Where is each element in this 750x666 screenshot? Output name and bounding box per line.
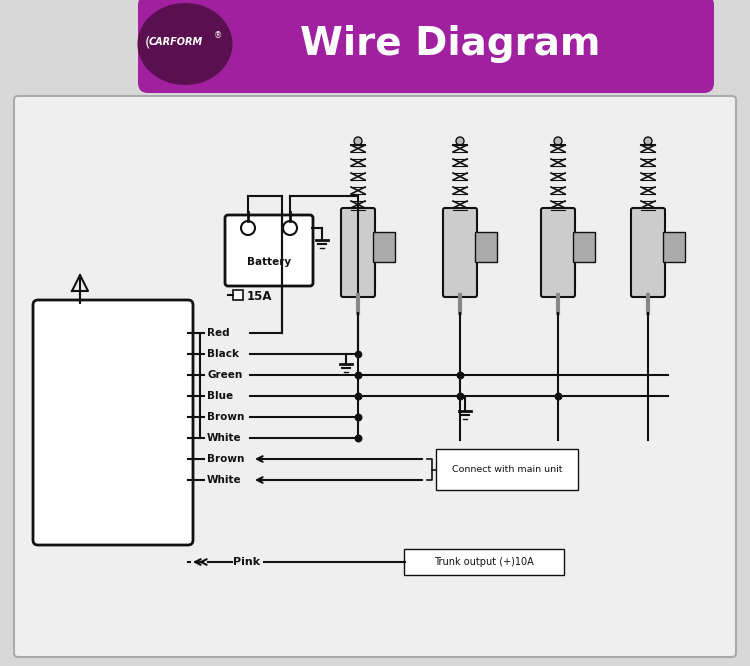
- Bar: [475, 232, 497, 262]
- FancyBboxPatch shape: [33, 300, 193, 545]
- Text: Wire Diagram: Wire Diagram: [300, 25, 600, 63]
- Circle shape: [644, 137, 652, 145]
- Text: (: (: [146, 35, 151, 49]
- Text: ®: ®: [214, 31, 222, 41]
- FancyBboxPatch shape: [14, 96, 736, 657]
- Ellipse shape: [137, 3, 232, 85]
- Bar: [573, 232, 595, 262]
- Text: Battery: Battery: [247, 257, 291, 267]
- Bar: [373, 232, 395, 262]
- FancyBboxPatch shape: [443, 208, 477, 297]
- FancyBboxPatch shape: [436, 449, 578, 490]
- FancyBboxPatch shape: [541, 208, 575, 297]
- Circle shape: [554, 137, 562, 145]
- FancyBboxPatch shape: [341, 208, 375, 297]
- FancyBboxPatch shape: [404, 549, 564, 575]
- Text: Red: Red: [207, 328, 230, 338]
- Text: White: White: [207, 475, 242, 485]
- Text: Brown: Brown: [207, 412, 245, 422]
- Text: Brown: Brown: [207, 454, 245, 464]
- Circle shape: [241, 221, 255, 235]
- Text: CARFORM: CARFORM: [148, 37, 203, 47]
- Text: Pink: Pink: [233, 557, 260, 567]
- Circle shape: [354, 137, 362, 145]
- Text: Connect with main unit: Connect with main unit: [452, 465, 562, 474]
- Bar: [663, 232, 685, 262]
- Circle shape: [283, 221, 297, 235]
- Text: White: White: [207, 433, 242, 443]
- FancyBboxPatch shape: [631, 208, 665, 297]
- Text: Blue: Blue: [207, 391, 233, 401]
- Text: Green: Green: [207, 370, 242, 380]
- FancyBboxPatch shape: [225, 215, 313, 286]
- Circle shape: [456, 137, 464, 145]
- Text: Black: Black: [207, 349, 239, 359]
- Text: 15A: 15A: [247, 290, 272, 302]
- FancyBboxPatch shape: [138, 0, 714, 93]
- Text: Trunk output (+)10A: Trunk output (+)10A: [434, 557, 534, 567]
- Bar: [233, 290, 243, 300]
